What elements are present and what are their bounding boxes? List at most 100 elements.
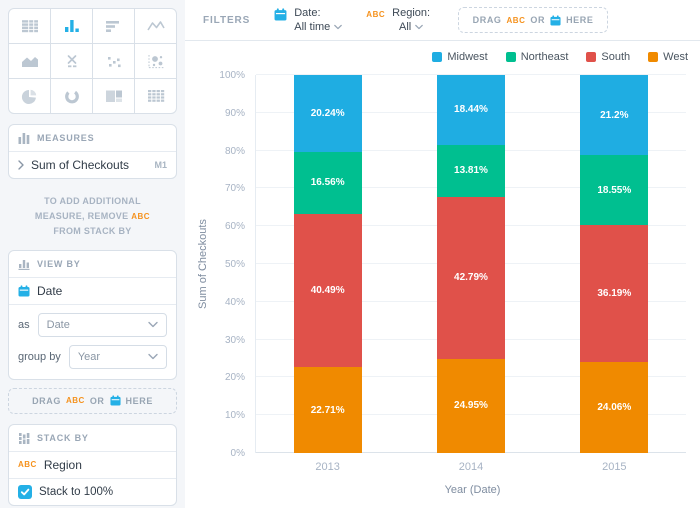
chevron-right-icon[interactable] — [18, 160, 24, 170]
legend-label: South — [601, 51, 631, 63]
bar-segment-label: 40.49% — [310, 285, 345, 297]
view-by-field[interactable]: Date — [9, 276, 176, 304]
stacked-bar-2015: 21.2% 18.55% 36.19% 24.06% — [580, 75, 649, 453]
chart-region: Midwest Northeast South West Sum of Checkou… — [185, 41, 700, 508]
chart-type-grid — [8, 8, 177, 114]
view-by-controls: as Date group by Year — [9, 303, 176, 379]
legend-swatch — [505, 52, 516, 62]
bar-segment-northeast-2015[interactable]: 18.55% — [580, 155, 649, 226]
bar-segment-label: 18.44% — [454, 104, 488, 116]
category-column-2015: 21.2% 18.55% 36.19% 24.06% 2015 — [543, 75, 686, 473]
bar-segment-label: 21.2% — [600, 109, 629, 121]
bar-segment-midwest-2015[interactable]: 21.2% — [580, 75, 649, 156]
group-by-select-value: Year — [77, 350, 101, 363]
line-chart-icon[interactable] — [135, 9, 176, 43]
region-filter-value: All — [398, 21, 412, 33]
view-by-header: VIEW BY — [9, 251, 176, 277]
legend-item-northeast[interactable]: Northeast — [505, 51, 568, 63]
box-plot-icon[interactable] — [51, 44, 92, 78]
bar-segment-midwest-2013[interactable]: 20.24% — [293, 75, 362, 152]
stack-by-card: STACK BY ABC Region Stack to 100% — [8, 423, 177, 506]
stack-to-100-row[interactable]: Stack to 100% — [9, 477, 176, 505]
bar-segment-south-2013[interactable]: 40.49% — [293, 214, 362, 368]
view-by-field-label: Date — [37, 283, 63, 298]
pivot-table-icon[interactable] — [135, 79, 176, 113]
measure-badge: M1 — [154, 160, 167, 170]
legend-item-west[interactable]: West — [648, 51, 688, 63]
y-tick-label: 0% — [230, 448, 245, 459]
plot-area: 20.24% 16.56% 40.49% 22.71% 2013 18.44% 13.81%… — [255, 74, 686, 473]
stack-to-100-checkbox[interactable] — [18, 484, 32, 499]
area-chart-icon[interactable] — [9, 44, 50, 78]
region-filter[interactable]: ABC Region: All — [366, 7, 430, 33]
table-icon[interactable] — [9, 9, 50, 43]
filters-label: FILTERS — [203, 14, 251, 26]
measures-title: MEASURES — [37, 133, 95, 143]
date-filter[interactable]: Date: All time — [274, 7, 343, 33]
as-select[interactable]: Date — [37, 312, 167, 337]
bubble-chart-icon[interactable] — [135, 44, 176, 78]
calendar-icon — [109, 395, 121, 406]
treemap-icon[interactable] — [93, 79, 134, 113]
chevron-down-icon — [415, 24, 424, 30]
drag-text: OR — [89, 395, 105, 406]
legend-label: Midwest — [447, 51, 488, 63]
y-axis-title-wrap: Sum of Checkouts — [195, 75, 211, 453]
x-tick-label: 2013 — [315, 461, 340, 473]
donut-chart-icon[interactable] — [51, 79, 92, 113]
drag-text: HERE — [566, 15, 594, 25]
bar-chart-icon[interactable] — [51, 9, 92, 43]
legend-item-south[interactable]: South — [586, 51, 630, 63]
filter-drag-zone[interactable]: DRAG ABC OR HERE — [458, 7, 609, 33]
bar-segment-west-2013[interactable]: 22.71% — [293, 367, 362, 453]
bar-segment-west-2015[interactable]: 24.06% — [580, 362, 649, 453]
bar-segment-label: 24.95% — [454, 400, 488, 412]
stacked-bar-2013: 20.24% 16.56% 40.49% 22.71% — [293, 75, 362, 453]
x-axis-title: Year (Date) — [444, 484, 501, 496]
bar-segment-west-2014[interactable]: 24.95% — [436, 358, 505, 453]
bar-segment-label: 24.06% — [597, 402, 632, 413]
filter-bar: FILTERS Date: All time ABC Region: Al — [185, 0, 700, 41]
sidebar: MEASURES Sum of Checkouts M1 TO ADD ADDI… — [0, 0, 185, 508]
y-tick-label: 60% — [224, 221, 245, 233]
bar-segment-northeast-2013[interactable]: 16.56% — [293, 151, 362, 215]
bar-segment-south-2014[interactable]: 42.79% — [436, 196, 505, 359]
bar-segment-label: 18.55% — [597, 184, 632, 196]
bar-segment-label: 20.24% — [310, 107, 345, 119]
y-tick-label: 10% — [224, 410, 245, 422]
pie-chart-icon[interactable] — [9, 79, 50, 113]
abc-attribute-icon: ABC — [366, 10, 386, 19]
bar-segment-label: 16.56% — [310, 177, 345, 189]
view-by-drag-zone[interactable]: DRAG ABC OR HERE — [8, 387, 177, 414]
drag-text: DRAG — [32, 395, 61, 406]
group-by-select[interactable]: Year — [68, 344, 167, 369]
as-select-value: Date — [46, 318, 70, 331]
stack-by-icon — [18, 432, 30, 444]
y-axis-ticks: 0% 10% 20% 30% 40% 50% 60% 70% 80% 90% 100% — [211, 70, 255, 459]
view-by-card: VIEW BY Date as Date group by Ye — [8, 249, 177, 380]
measure-label: Sum of Checkouts — [31, 158, 130, 172]
legend-label: West — [663, 51, 688, 63]
scatter-plot-icon[interactable] — [93, 44, 134, 78]
bar-segment-northeast-2014[interactable]: 13.81% — [436, 144, 505, 197]
y-tick-label: 20% — [224, 372, 245, 384]
legend-swatch — [586, 52, 597, 62]
measure-item[interactable]: Sum of Checkouts M1 — [9, 151, 176, 178]
measures-icon — [18, 132, 30, 144]
region-filter-name: Region: — [392, 7, 431, 19]
category-column-2014: 18.44% 13.81% 42.79% 24.95% 2014 — [399, 75, 542, 473]
view-by-title: VIEW BY — [37, 258, 81, 269]
horizontal-bar-icon[interactable] — [93, 9, 134, 43]
drag-text: HERE — [125, 395, 153, 406]
as-label: as — [18, 318, 30, 331]
legend-item-midwest[interactable]: Midwest — [432, 51, 488, 63]
view-by-icon — [18, 258, 30, 270]
stack-to-100-label: Stack to 100% — [39, 485, 114, 498]
stack-by-field-label: Region — [43, 457, 82, 472]
y-axis-title: Sum of Checkouts — [197, 219, 209, 309]
calendar-icon — [550, 14, 561, 26]
bar-segment-south-2015[interactable]: 36.19% — [580, 225, 649, 363]
abc-attribute-icon: ABC — [506, 15, 526, 25]
stack-by-field[interactable]: ABC Region — [9, 450, 176, 478]
bar-segment-midwest-2014[interactable]: 18.44% — [436, 75, 505, 145]
